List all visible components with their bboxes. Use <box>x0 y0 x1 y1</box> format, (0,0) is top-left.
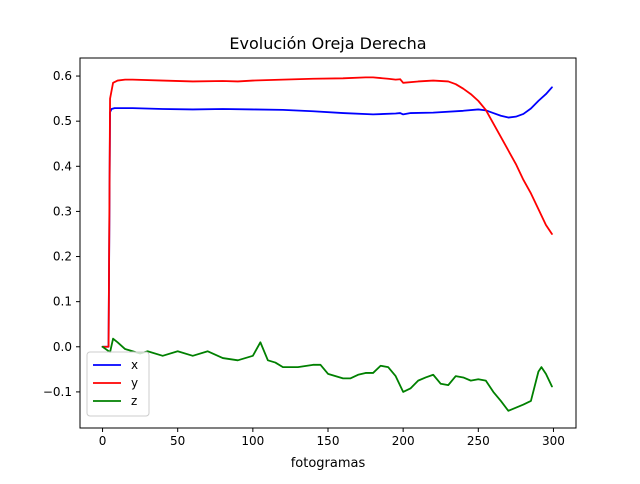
legend-label-z: z <box>131 394 137 408</box>
x-tick-label: 100 <box>241 434 264 448</box>
x-tick-label: 150 <box>317 434 340 448</box>
x-axis-label: fotogramas <box>291 456 366 471</box>
x-tick-label: 50 <box>170 434 185 448</box>
series-line-y <box>101 76 553 348</box>
y-tick-label: 0.3 <box>53 204 72 218</box>
legend-box <box>86 351 150 417</box>
y-tick-label: 0.2 <box>53 250 72 264</box>
x-tick-label: 300 <box>542 434 565 448</box>
y-tick-label: 0.4 <box>53 159 72 173</box>
x-tick-label: 250 <box>467 434 490 448</box>
y-tick-label: 0.1 <box>53 295 72 309</box>
series-line-x <box>101 86 553 348</box>
ticks-layer: 0 50 100 150 200 250 300 −0.1 0.0 0.1 0.2 0.3 0.4 0.5… <box>43 69 565 448</box>
x-tick-label: 200 <box>392 434 415 448</box>
legend: xyz <box>86 351 150 417</box>
chart-title: Evolución Oreja Derecha <box>229 34 426 53</box>
plot-frame <box>79 57 577 429</box>
series-line-z <box>101 337 553 412</box>
legend-label-x: x <box>131 358 138 372</box>
x-tick-label: 0 <box>99 434 107 448</box>
y-tick-label: 0.0 <box>53 340 72 354</box>
legend-label-y: y <box>131 376 138 390</box>
y-tick-label: 0.6 <box>53 69 72 83</box>
series-layer <box>101 76 553 412</box>
y-tick-label: −0.1 <box>43 385 72 399</box>
y-tick-label: 0.5 <box>53 114 72 128</box>
